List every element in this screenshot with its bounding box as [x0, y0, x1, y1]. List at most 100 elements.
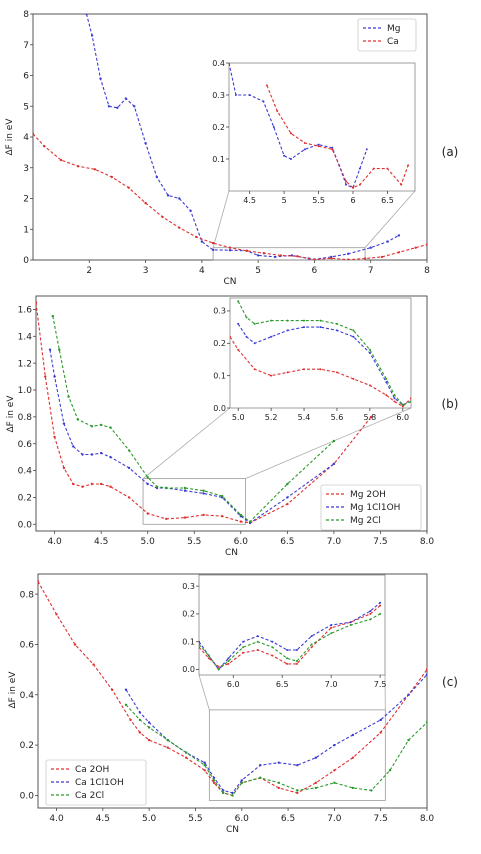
- data-point: [407, 738, 410, 742]
- data-point: [368, 348, 371, 351]
- data-point: [72, 445, 75, 448]
- data-point: [369, 618, 372, 621]
- inset-frame: [229, 297, 412, 409]
- series-line: [38, 581, 427, 797]
- data-point: [38, 580, 40, 583]
- data-point: [116, 106, 119, 110]
- data-point: [256, 635, 259, 638]
- data-point: [195, 235, 198, 239]
- data-point: [110, 688, 114, 691]
- data-point: [43, 145, 46, 148]
- data-point: [347, 252, 350, 255]
- data-point: [146, 476, 149, 479]
- series-line: [36, 302, 372, 524]
- data-point: [109, 426, 112, 429]
- data-point: [270, 374, 273, 377]
- x-tick-label: 5.5: [312, 196, 325, 205]
- data-point: [227, 657, 230, 660]
- data-point: [166, 746, 169, 749]
- x-tick-label: 7: [368, 266, 374, 276]
- x-tick-label: 6: [350, 196, 355, 205]
- data-point: [363, 257, 367, 260]
- data-point: [48, 348, 52, 351]
- data-point: [401, 403, 404, 406]
- data-point: [178, 226, 181, 229]
- x-tick-label: 2: [86, 266, 92, 276]
- y-axis-label: ΔF in eV: [5, 118, 15, 156]
- data-point: [248, 520, 252, 523]
- data-point: [270, 335, 273, 338]
- x-tick-label: 8.0: [420, 537, 435, 547]
- data-point: [369, 612, 372, 615]
- data-point: [259, 776, 262, 779]
- data-point: [303, 148, 306, 151]
- x-tick-label: 4.5: [96, 814, 110, 824]
- data-point: [230, 335, 231, 338]
- data-point: [333, 781, 336, 784]
- legend-label: Ca 2OH: [75, 765, 109, 775]
- data-point: [330, 624, 333, 626]
- y-tick-label: 0.0: [20, 792, 35, 802]
- data-point: [211, 248, 215, 252]
- data-point: [262, 252, 265, 255]
- y-tick-label: 8: [23, 10, 29, 20]
- data-point: [256, 254, 260, 257]
- data-point: [358, 183, 361, 186]
- data-point: [100, 423, 103, 427]
- legend-box: [320, 484, 422, 531]
- data-point: [165, 486, 168, 490]
- data-point: [286, 657, 289, 660]
- data-point: [259, 764, 262, 767]
- zoom-connector: [212, 190, 230, 248]
- data-point: [270, 319, 273, 322]
- data-point: [352, 335, 355, 338]
- data-point: [407, 164, 410, 167]
- y-tick-label: 0.2: [213, 339, 226, 348]
- data-point: [330, 626, 333, 629]
- data-point: [296, 764, 299, 767]
- data-point: [369, 610, 372, 613]
- data-point: [242, 651, 245, 654]
- data-point: [351, 733, 355, 737]
- data-point: [155, 485, 159, 488]
- data-point: [331, 146, 334, 149]
- zoom-region: [142, 478, 246, 525]
- series-line: [199, 602, 381, 671]
- data-point: [212, 781, 216, 784]
- data-point: [295, 660, 298, 663]
- data-point: [303, 326, 305, 329]
- x-tick-label: 5.4: [298, 413, 311, 422]
- data-point: [185, 756, 188, 759]
- x-tick-label: 7.0: [327, 537, 342, 547]
- data-point: [379, 718, 382, 722]
- data-point: [369, 415, 373, 419]
- data-point: [237, 348, 240, 351]
- data-point: [351, 756, 355, 759]
- panel-0: 2 3 4 5 6 7 8 0 1 2 3 4 5 6 7 8 CN ΔF in eV (a) 4.5 5 5.5 6 6.5…: [5, 10, 458, 287]
- data-point: [127, 466, 131, 470]
- data-point: [147, 721, 151, 724]
- data-point: [286, 502, 289, 506]
- y-tick-label: 4: [23, 133, 29, 143]
- data-point: [310, 635, 313, 638]
- data-point: [245, 335, 248, 338]
- data-point: [239, 513, 242, 517]
- x-tick-label: 6.5: [381, 196, 394, 205]
- series-mg-2oh: [230, 335, 411, 408]
- data-point: [330, 632, 333, 635]
- x-tick-label: 5.5: [188, 814, 202, 824]
- y-tick-label: 0.4: [18, 467, 33, 477]
- data-point: [368, 352, 371, 354]
- x-tick-label: 6.5: [280, 537, 294, 547]
- data-point: [262, 100, 265, 103]
- legend-label: Mg 1Cl1OH: [350, 503, 400, 513]
- x-tick-label: 4.5: [94, 537, 108, 547]
- data-point: [253, 342, 256, 345]
- data-point: [352, 377, 355, 380]
- data-point: [317, 143, 320, 146]
- data-point: [286, 662, 289, 665]
- data-point: [286, 371, 289, 374]
- x-tick-label: 5.2: [265, 413, 278, 422]
- series-line: [52, 315, 335, 523]
- x-tick-label: 5.6: [331, 413, 344, 422]
